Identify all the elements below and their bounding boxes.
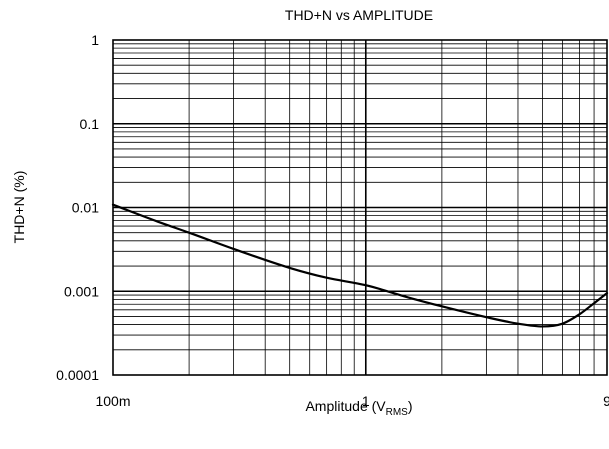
y-tick-label: 0.01 [72,200,99,216]
chart-title: THD+N vs AMPLITUDE [285,7,433,23]
y-tick-label: 0.0001 [56,367,99,383]
x-tick-label: 100m [95,393,130,409]
y-tick-label: 1 [91,32,99,48]
x-axis-label-subscript: RMS [386,407,409,418]
tick-labels: 1 0.1 0.01 0.001 0.0001 100m 1 9 [56,32,609,409]
series-line-thdn [111,203,609,328]
x-tick-label: 1 [362,393,370,409]
y-axis-label: THD+N (%) [11,171,27,244]
plot-frame [112,39,608,376]
y-tick-label: 0.1 [80,116,100,132]
grid [113,40,607,375]
x-axis-label-main: Amplitude (V [305,398,386,414]
y-tick-label: 0.001 [64,283,99,299]
x-tick-label: 9 [603,393,609,409]
x-axis-label-close: ) [408,398,413,414]
x-axis-label: Amplitude (VRMS) [305,398,412,418]
